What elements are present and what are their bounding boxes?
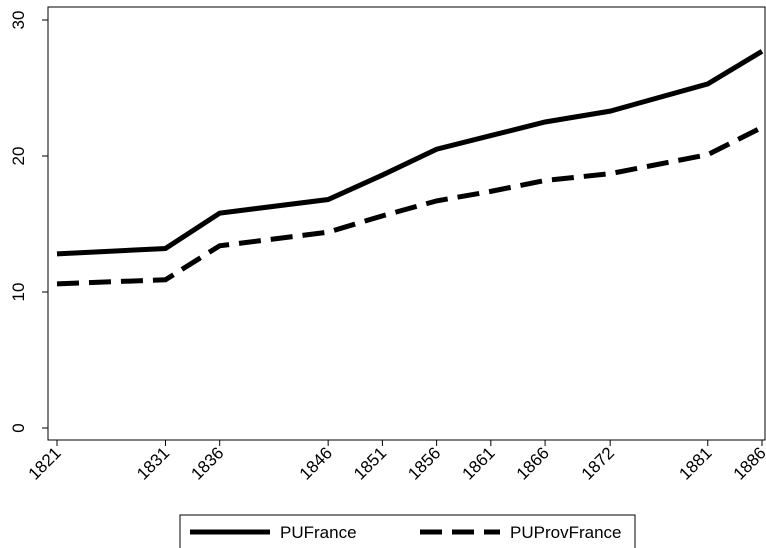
x-tick-label: 1851 <box>350 443 390 483</box>
x-tick-label: 1821 <box>25 443 65 483</box>
x-tick-label: 1831 <box>133 443 173 483</box>
x-tick-label: 1861 <box>458 443 498 483</box>
y-tick-label: 0 <box>9 423 28 432</box>
line <box>56 49 764 257</box>
plot-frame <box>47 6 766 441</box>
y-tick-label: 10 <box>9 283 28 302</box>
x-tick-label: 1866 <box>513 443 553 483</box>
x-tick-label: 1872 <box>578 443 618 483</box>
y-tick-label: 20 <box>9 147 28 166</box>
y-tick-label: 30 <box>9 11 28 30</box>
x-tick-label: 1846 <box>296 443 336 483</box>
x-tick-label: 1886 <box>730 443 766 483</box>
x-tick-label: 1881 <box>675 443 715 483</box>
legend-box <box>179 514 636 548</box>
x-tick-label: 1836 <box>187 443 227 483</box>
x-tick-label: 1856 <box>404 443 444 483</box>
line <box>56 125 764 287</box>
legend-label: PUProvFrance <box>510 523 621 542</box>
legend-label: PUFrance <box>280 523 357 542</box>
